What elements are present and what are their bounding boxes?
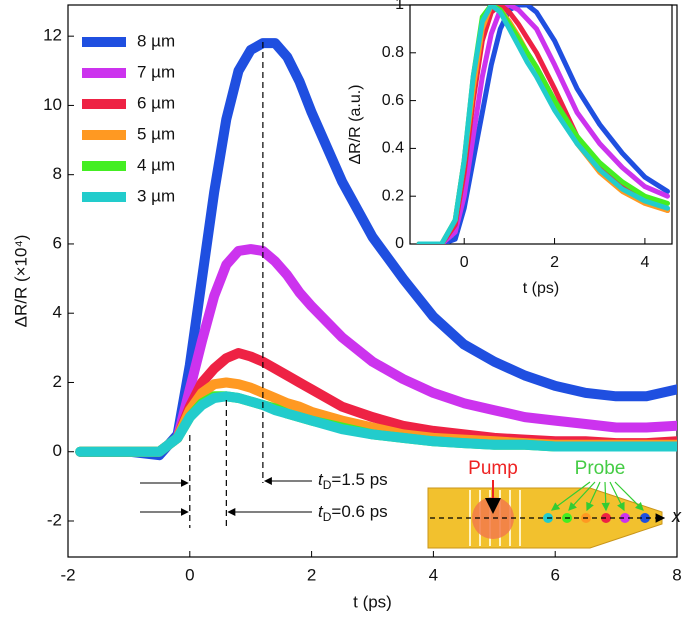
annotation: tD=1.5 ps [318, 470, 388, 492]
legend-label: 4 µm [137, 155, 175, 174]
pump-label: Pump [468, 458, 518, 479]
annotation-sub: D [323, 478, 332, 492]
x-axis-label: t (ps) [353, 592, 392, 611]
x-tick-label: 0 [185, 565, 194, 584]
annotation-text: =1.5 ps [331, 470, 387, 489]
series-line [416, 5, 670, 244]
series-line [416, 5, 670, 244]
probe-arrows [551, 481, 644, 512]
y-axis-label: ΔR/R (×10⁴) [11, 235, 30, 328]
legend-label: 6 µm [137, 93, 175, 112]
legend-label: 5 µm [137, 124, 175, 143]
y-tick-label: 4 [53, 303, 62, 322]
y-tick-label: -2 [47, 510, 62, 529]
plot-frame [409, 4, 673, 245]
y-tick-label: 8 [53, 164, 62, 183]
x-tick-label: 4 [640, 254, 649, 271]
x-tick-label: 0 [460, 254, 469, 271]
x-axis-label: t (ps) [523, 280, 559, 297]
x-tick-label: 6 [550, 565, 559, 584]
y-tick-label: 6 [53, 233, 62, 252]
y-axis-label: ΔR/R (a.u.) [347, 84, 364, 164]
legend-label: 8 µm [137, 31, 175, 50]
legend-label: 3 µm [137, 186, 175, 205]
y-tick-label: 0 [53, 441, 62, 460]
annotation-sub: D [323, 510, 332, 524]
y-tick-label: 0.4 [382, 140, 404, 157]
x-tick-label: 4 [429, 565, 438, 584]
y-tick-label: 1 [395, 0, 404, 13]
annotation: tD=0.6 ps [318, 502, 388, 524]
series-group [416, 5, 670, 244]
annotation-var: t [318, 470, 324, 489]
y-tick-label: 12 [43, 26, 62, 45]
series-line [75, 391, 677, 457]
y-tick-label: 2 [53, 372, 62, 391]
x-tick-label: 8 [672, 565, 681, 584]
x-tick-label: -2 [60, 565, 75, 584]
annotation-text: =0.6 ps [331, 502, 387, 521]
y-tick-label: 0.6 [382, 92, 404, 109]
inset-chart: 0 2 4 0 0.2 0.4 0.6 0.8 1 t (ps) ΔR/R (a.u.) [347, 0, 673, 297]
x-tick-label: 2 [307, 565, 316, 584]
legend-label: 7 µm [137, 62, 175, 81]
annotation-var: t [318, 502, 324, 521]
x-tick-label: 2 [550, 254, 559, 271]
y-tick-label: 0 [395, 235, 404, 252]
y-tick-label: 10 [43, 95, 62, 114]
y-tick-label: 0.8 [382, 44, 404, 61]
schematic: Pump Probe x [427, 458, 682, 549]
probe-label: Probe [575, 458, 626, 479]
y-tick-label: 0.2 [382, 187, 404, 204]
series-group [75, 38, 677, 461]
x-label: x [671, 506, 682, 526]
